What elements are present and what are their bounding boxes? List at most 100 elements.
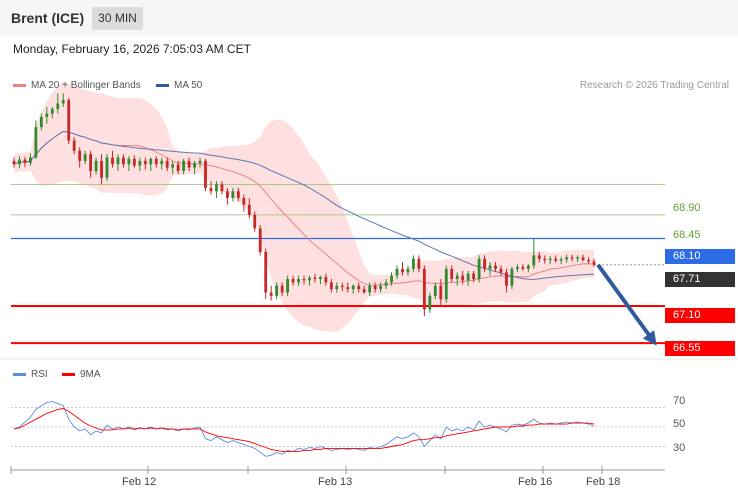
candle-body: [45, 113, 49, 117]
rsi-ma-line: [13, 408, 595, 452]
candle-body: [253, 214, 257, 229]
candle-body: [422, 268, 426, 310]
candle-body: [510, 268, 514, 286]
legend-ma20: MA 20 + Bollinger Bands: [13, 80, 141, 91]
candle-body: [483, 258, 486, 269]
rsi-ma-label: 9MA: [80, 369, 101, 380]
candle-body: [149, 158, 153, 165]
candle-body: [297, 279, 300, 283]
candle-body: [258, 228, 262, 252]
candle-body: [395, 268, 399, 276]
candle-body: [18, 159, 21, 165]
candle-body: [329, 282, 333, 290]
candle-body: [472, 273, 476, 279]
candle-body: [357, 285, 361, 290]
candle-body: [89, 154, 93, 171]
candle-body: [455, 275, 459, 279]
candle-body: [78, 150, 82, 161]
candle-body: [570, 257, 574, 259]
candle-body: [362, 289, 366, 293]
candle-body: [368, 285, 372, 293]
last-price-tag: 67.71: [665, 272, 735, 287]
candle-body: [548, 258, 552, 261]
candle-body: [198, 160, 202, 163]
candle-body: [236, 191, 240, 198]
candle-body: [515, 266, 519, 269]
rsi-tick-30: 30: [673, 442, 686, 454]
candle-body: [215, 184, 218, 192]
candle-body: [461, 275, 465, 281]
candle-body: [340, 285, 344, 288]
candle-body: [417, 258, 421, 269]
candle-body: [335, 285, 339, 290]
candle-body: [406, 268, 410, 273]
candle-body: [269, 292, 273, 296]
candle-body: [72, 140, 76, 151]
candle-body: [39, 117, 43, 128]
candle-body: [83, 154, 87, 161]
candle-body: [182, 160, 186, 171]
x-label-feb18: Feb 18: [586, 476, 621, 488]
candle-body: [34, 127, 38, 158]
candle-body: [50, 108, 54, 114]
candle-body: [132, 158, 136, 166]
candle-body: [439, 285, 443, 300]
candle-body: [390, 275, 393, 283]
candle-body: [275, 285, 279, 296]
bollinger-band: [14, 81, 594, 332]
candle-body: [291, 279, 295, 283]
candle-body: [100, 160, 103, 178]
level-r3: 68.90: [673, 202, 701, 214]
level-s2-tag: 66.55: [665, 341, 735, 356]
candle-body: [193, 162, 196, 168]
legend-ma50: MA 50: [156, 80, 202, 91]
projection-arrow-shaft: [596, 263, 654, 341]
candle-body: [587, 260, 590, 262]
candle-body: [324, 276, 328, 283]
candlestick-series: [12, 93, 596, 317]
candle-body: [105, 157, 109, 178]
bollinger-band-area: [14, 81, 594, 332]
candle-body: [111, 157, 114, 165]
candle-body: [576, 257, 579, 259]
candle-body: [176, 164, 180, 171]
candle-body: [220, 184, 224, 192]
candle-body: [61, 100, 65, 104]
candle-body: [209, 187, 213, 192]
candle-body: [433, 285, 437, 296]
candle-body: [466, 273, 470, 281]
candle-body: [379, 285, 383, 290]
candle-body: [308, 277, 311, 281]
ma50-swatch: [156, 83, 169, 87]
ma20-label: MA 20 + Bollinger Bands: [31, 80, 141, 91]
candle-body: [373, 285, 377, 290]
candle-body: [477, 258, 481, 279]
candle-body: [122, 157, 125, 165]
candle-body: [346, 287, 350, 290]
legend-rsi-ma: 9MA: [62, 369, 101, 380]
candle-body: [56, 103, 60, 109]
legend-rsi: RSI: [13, 369, 48, 380]
candle-body: [543, 258, 547, 261]
chart-datetime: Monday, February 16, 2026 7:05:03 AM CET: [13, 42, 251, 56]
ma50-label: MA 50: [174, 80, 203, 91]
ma50-line: [13, 130, 595, 280]
candle-body: [581, 257, 585, 261]
timeframe-button[interactable]: 30 MIN: [92, 7, 143, 30]
rsi-tick-70: 70: [673, 395, 686, 407]
rsi-tick-50: 50: [673, 418, 686, 430]
candle-body: [554, 258, 558, 261]
candle-body: [280, 285, 284, 293]
candle-body: [526, 265, 530, 269]
x-label-feb13: Feb 13: [318, 476, 353, 488]
copyright: Research © 2026 Trading Central: [579, 80, 729, 91]
instrument-title: Brent (ICE): [11, 10, 85, 26]
rsi-ma-swatch: [62, 372, 75, 376]
candle-body: [450, 268, 454, 279]
candle-body: [384, 282, 388, 286]
candle-body: [319, 276, 322, 279]
candle-body: [29, 157, 32, 163]
projection-arrow-head: [642, 330, 657, 346]
candle-body: [143, 160, 147, 165]
